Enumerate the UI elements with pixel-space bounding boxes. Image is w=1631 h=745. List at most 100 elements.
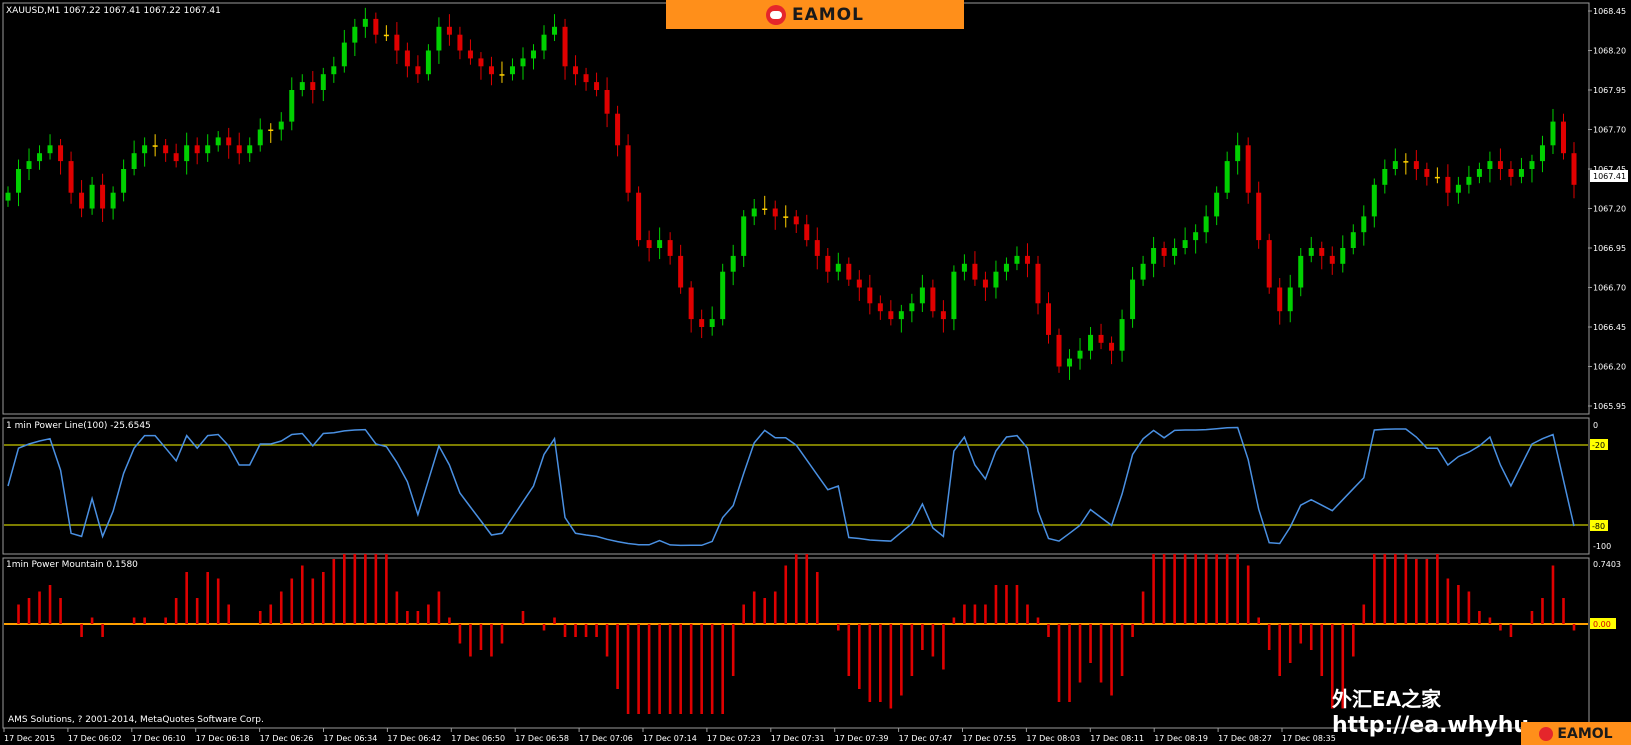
price-axis-label: 1067.95 [1593,86,1626,95]
mountain-bar [332,559,336,624]
candle-body [1140,263,1146,280]
time-axis-label: 17 Dec 06:10 [132,734,186,743]
time-axis-label: 17 Dec 08:11 [1090,734,1144,743]
mountain-bar [815,572,819,624]
time-axis-label: 17 Dec 07:23 [707,734,761,743]
mountain-bar [1383,554,1387,624]
candle-body [825,255,831,272]
candle-body [972,263,978,280]
candle-body [940,311,946,320]
time-axis-label: 17 Dec 07:47 [899,734,953,743]
mountain-bar [1215,554,1218,624]
candle-body [331,66,337,75]
candle-body [804,224,810,241]
mountain-bar [437,591,441,624]
mountain-bar [942,624,945,670]
candle-body [425,50,431,75]
mountain-bar [1351,624,1355,657]
candle-body [1487,161,1493,169]
time-axis-label: 17 Dec 06:02 [68,734,122,743]
mountain-bar [910,624,914,676]
mountain-bar [1015,585,1019,624]
candle-body [709,319,715,327]
mountain-bar [984,604,987,624]
candle-body [1340,248,1346,264]
mountain-bar [889,624,893,709]
candle-body [1003,263,1009,272]
candle-body [793,216,799,225]
mountain-bar [1236,554,1239,624]
mountain-bar [1173,554,1176,624]
candle-body [552,26,558,35]
candle-body [1350,232,1356,248]
mountain-bar [616,624,619,689]
candle-body [5,192,11,201]
mountain-bar [1373,554,1376,624]
mountain-bar [164,617,167,624]
mountain-bar [1099,624,1103,683]
mountain-bar [794,554,798,624]
candle-body [636,192,642,241]
eamol-logo-icon [1539,726,1554,741]
mountain-bar [279,591,283,624]
candle-body [184,145,190,162]
mountain-bar [700,624,703,714]
mountain-bar [521,611,525,624]
candle-body [877,303,883,312]
price-axis-label: 1067.45 [1593,165,1626,174]
candle-body [1434,176,1440,179]
candle-body [100,184,106,209]
candle-body [1224,161,1230,193]
candle-body [142,145,148,154]
price-axis-label: 1066.70 [1593,284,1626,293]
time-axis: 17 Dec 2015 17 Dec 06:02 17 Dec 06:10 17 De… [3,728,1336,743]
candle-body [226,137,232,146]
mountain-bar [48,585,52,624]
candle-body [772,208,778,217]
candle-body [163,145,169,154]
price-axis-label: 1067.20 [1593,205,1626,214]
candle-body [531,50,537,59]
candle-body [751,208,757,217]
mountain-bar [1141,591,1145,624]
mountain-bar [59,598,62,624]
candle-body [1445,176,1451,193]
mountain-bar [900,624,903,696]
candle-body [814,240,820,256]
mountain-bar [448,617,451,624]
candle-body [1024,255,1030,264]
mountain-bar [490,624,493,657]
time-axis-label: 17 Dec 07:14 [643,734,697,743]
candle-body [867,287,873,304]
mountain-axis-zero: 0.00 [1593,620,1611,629]
level-tag-lower [1590,520,1608,531]
mountain-bar [185,572,188,624]
candle-body [856,279,862,288]
candle-body [509,66,515,75]
time-axis-label: 17 Dec 06:18 [196,734,250,743]
power-line-axis-min: -100 [1593,542,1611,551]
candle-body [1130,279,1136,320]
candle-body [310,82,316,90]
candle-body [499,74,505,76]
candle-body [1182,240,1188,248]
candle-body [888,311,894,320]
price-axis-label: 1066.95 [1593,244,1626,253]
brand-banner[interactable]: EAMOL [666,0,964,29]
mountain-bar [269,604,273,624]
mountain-bar [784,565,788,624]
candle-body [47,145,53,154]
watermark-title: 外汇EA之家 [1332,687,1442,711]
mountain-bar [879,624,882,702]
candle-body [1045,303,1051,335]
time-axis-label: 17 Dec 08:19 [1154,734,1208,743]
candle-body [1277,287,1283,312]
mountain-bar [1446,578,1450,624]
power-line [7,426,1575,547]
mountain-bar [17,604,20,624]
mountain-bar [1194,554,1197,624]
mountain-axis-max: 0.7403 [1593,560,1621,569]
candle-body [1571,153,1577,185]
